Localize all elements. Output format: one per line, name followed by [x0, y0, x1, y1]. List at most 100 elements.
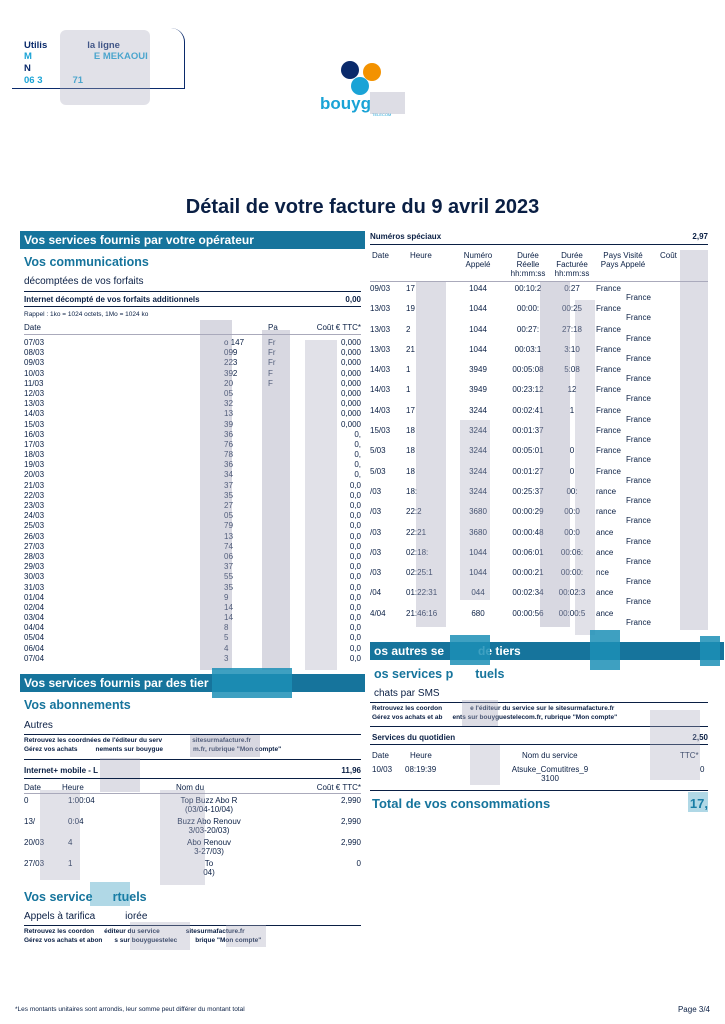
usage-date: 18/03 [24, 450, 45, 460]
q-col-date: Date [372, 751, 389, 760]
col-call-pays: Pays Visité Pays Appelé [600, 251, 646, 269]
usage-date: 25/03 [24, 521, 45, 531]
call-pays-visite: rance [596, 486, 617, 496]
call-row: 09/03 17 1044 00:10:2 0:27 France France [370, 284, 708, 304]
usage-date: 19/03 [24, 460, 45, 470]
logo-mark-icon [341, 61, 381, 95]
call-pays-appele: France [626, 333, 651, 343]
call-duree-reelle: 00:00:21 [512, 568, 544, 578]
usage-row: 24/03 05 0,0 [24, 511, 361, 521]
call-duree-facturee: 00:25 [561, 304, 583, 314]
call-duree-reelle: 00:25:37 [512, 486, 544, 496]
usage-cost: 0,0 [349, 551, 361, 561]
subscription-row: 0 1:00:04 Top Buzz Abo R (03/04-10/04) 2,990 [24, 796, 361, 817]
usage-volume: 37 [224, 480, 233, 490]
user-line-label: Utilis la ligne [24, 40, 120, 51]
call-pays-appele: France [626, 617, 651, 627]
call-heure: 18 [406, 426, 415, 436]
usage-volume: 79 [224, 521, 233, 531]
usage-row: 07/04 3 0,0 [24, 654, 361, 664]
usage-volume: 13 [224, 409, 233, 419]
user-phone: 06 3 71 [24, 75, 84, 86]
call-duree-facturee: 3:10 [564, 344, 580, 354]
call-date: 13/03 [370, 304, 391, 314]
call-duree-facturee: 1 [569, 405, 575, 415]
q-row-nom: Atsuke_Comutitres_9 3100 [511, 765, 589, 783]
call-duree-facturee: 00:00: [560, 568, 584, 578]
call-pays-appele: France [626, 597, 651, 607]
call-duree-reelle: 00:02:34 [512, 588, 544, 598]
call-pays-visite: France [596, 426, 621, 436]
usage-date: 01/04 [24, 592, 45, 602]
logo-tag: TELECOM [372, 112, 392, 117]
call-duree-facturee: 00: [566, 486, 578, 496]
sub-name-line1: Abo Renouv [186, 838, 232, 847]
call-pays-visite: ance [596, 547, 614, 557]
usage-date: 23/03 [24, 501, 45, 510]
call-date: 13/03 [370, 324, 391, 334]
call-row: 15/03 18 3244 00:01:37 France France [370, 426, 708, 446]
usage-date: 31/03 [24, 582, 45, 592]
call-row: /03 22:21 3680 00:00:48 00:0 ance France [370, 528, 708, 548]
usage-date: 17/03 [24, 439, 45, 449]
usage-row: 22/03 35 0,0 [24, 491, 361, 501]
usage-volume: 05 [224, 511, 233, 521]
call-numero: 3244 [469, 446, 487, 456]
call-numero: 3244 [469, 426, 487, 436]
call-duree-reelle: 00:00:56 [512, 608, 544, 618]
call-pays-appele: France [626, 353, 651, 363]
page-title: Détail de votre facture du 9 avril 2023 [185, 196, 540, 218]
call-pays-appele: France [626, 374, 651, 384]
usage-date: 05/04 [24, 633, 45, 643]
sub-heure: 4 [68, 838, 73, 847]
usage-date: 09/03 [24, 358, 45, 368]
usage-country: F [268, 368, 273, 378]
abonnements-heading: Vos abonnements [24, 698, 131, 712]
usage-row: 18/03 78 0, [24, 450, 361, 460]
sub-date: 27/03 [24, 859, 45, 868]
usage-row: 06/04 4 0,0 [24, 644, 361, 654]
section-bar-operator: Vos services fournis par votre opérateur [20, 231, 365, 249]
appels-heading: Appels à tarifica iorée [24, 911, 148, 922]
usage-country: Fr [268, 338, 276, 347]
call-row: /03 22:2 3680 00:00:29 00:0 rance France [370, 507, 708, 527]
call-heure: 18 [406, 446, 415, 456]
call-date: 14/03 [370, 365, 391, 375]
sub-name-line1: Top Buzz Abo R [180, 796, 238, 805]
usage-row: 23/03 27 0,0 [24, 501, 361, 511]
call-pays-appele: France [626, 293, 651, 302]
call-heure: 21 [406, 344, 415, 354]
footer-note: *Les montants unitaires sont arrondis, l… [15, 1006, 245, 1013]
call-pays-visite: ance [596, 527, 614, 537]
usage-cost: 0, [354, 470, 361, 480]
subscriptions-table: 0 1:00:04 Top Buzz Abo R (03/04-10/04) 2,990… [24, 796, 361, 880]
usage-volume: 55 [224, 572, 233, 582]
usage-volume: 8 [224, 623, 229, 633]
usage-cost: 0,0 [349, 643, 361, 653]
call-duree-facturee: 00:02:3 [558, 588, 586, 598]
call-pays-visite: France [596, 385, 621, 395]
sub-name: Top Buzz Abo R (03/04-10/04) [164, 796, 254, 814]
call-heure: 21:46:16 [406, 608, 438, 618]
usage-volume: 4 [224, 643, 229, 653]
total-label: Total de vos consommations [372, 796, 551, 811]
call-date: 15/03 [370, 426, 391, 436]
call-duree-facturee: 00:06: [560, 547, 584, 557]
usage-volume: 39 [224, 419, 233, 429]
call-date: 09/03 [370, 284, 391, 293]
usage-date: 26/03 [24, 531, 45, 541]
sub-date: 13/ [24, 817, 36, 826]
usage-row: 11/03 20 F 0,000 [24, 379, 361, 389]
autres-heading: Autres [24, 720, 53, 731]
call-heure: 02:18: [406, 547, 429, 557]
call-pays-appele: France [626, 435, 651, 445]
usage-date: 27/03 [24, 541, 45, 551]
virtuels-info-1: Retrouvez les coordon éditeur du service s… [24, 928, 245, 935]
col-call-duree-facturee: Durée Facturée hh:mm:ss [554, 251, 590, 278]
usage-cost: 0,0 [349, 572, 361, 582]
logo-text: bouyg [320, 94, 371, 113]
sub-heure: 0:04 [68, 817, 84, 826]
usage-volume: o 147 [224, 338, 245, 347]
usage-date: 06/04 [24, 643, 45, 653]
